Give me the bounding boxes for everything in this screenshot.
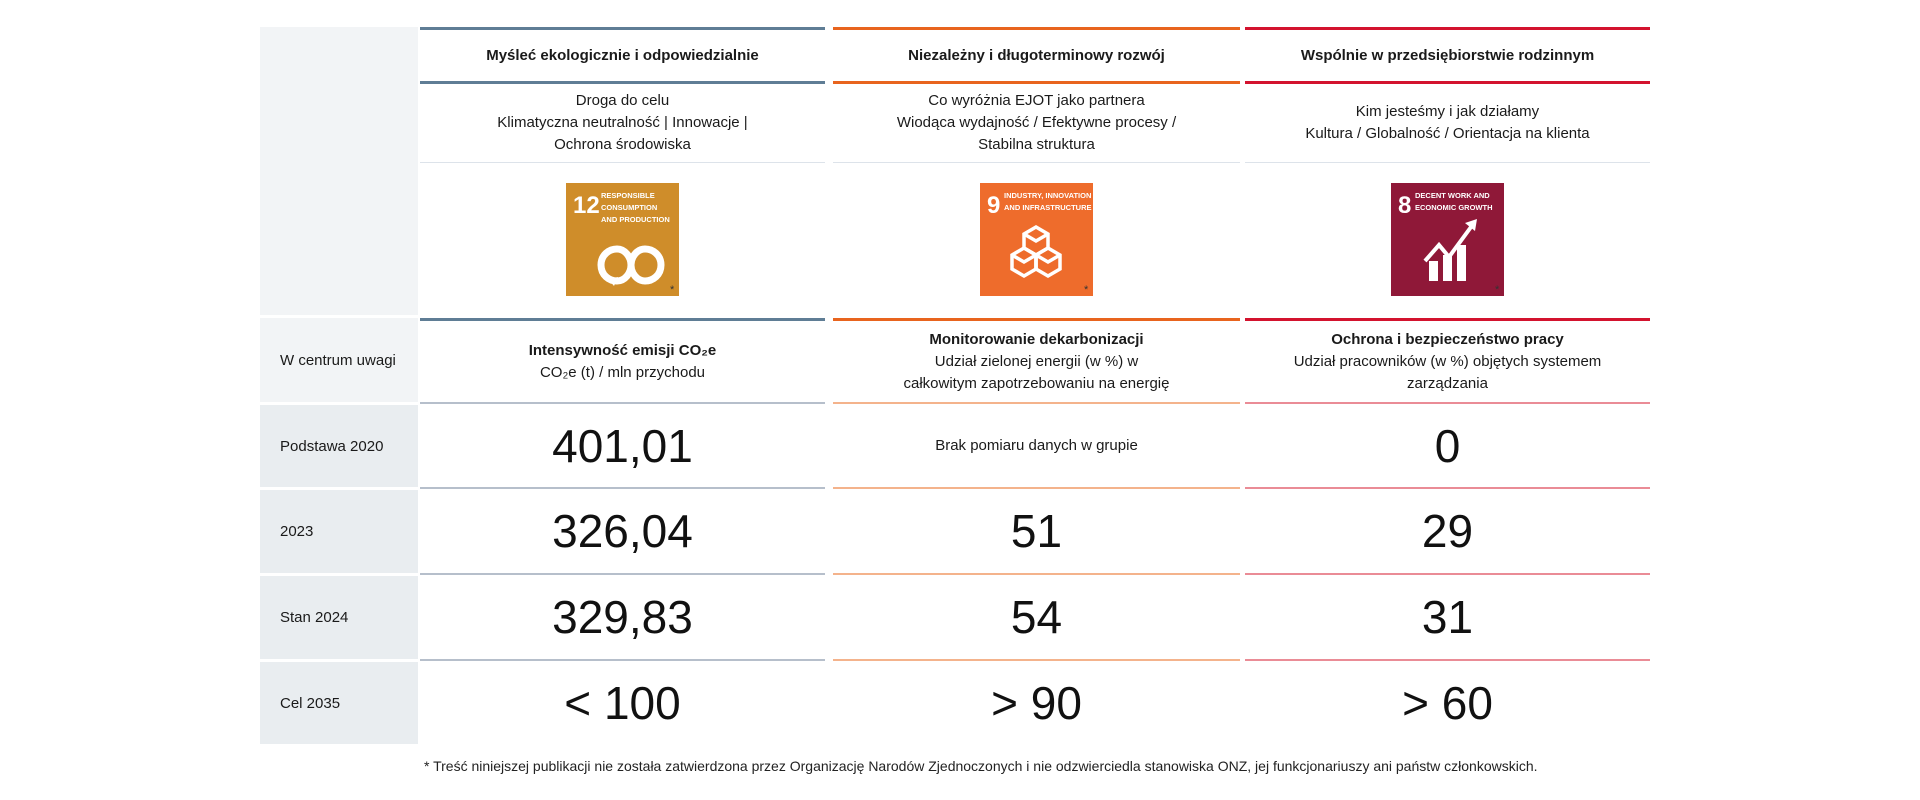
pillar-title: Myśleć ekologicznie i odpowiedzialnie — [420, 27, 825, 81]
pillar-column: Myśleć ekologicznie i odpowiedzialnie Dr… — [420, 0, 825, 744]
pillar-title: Niezależny i długoterminowy rozwój — [833, 27, 1240, 81]
value-cell: 0 — [1245, 402, 1650, 487]
value-cell: 326,04 — [420, 487, 825, 573]
subtitle-line: Kultura / Globalność / Orientacja na kli… — [1305, 125, 1590, 142]
focus-cell: Ochrona i bezpieczeństwo pracy Udział pr… — [1245, 318, 1650, 402]
cubes-icon: 9 INDUSTRY, INNOVATION AND INFRASTRUCTURE… — [980, 182, 1093, 296]
metric-value: 0 — [1434, 419, 1461, 472]
svg-text:12: 12 — [573, 192, 600, 219]
sdg-cell: 8 DECENT WORK AND ECONOMIC GROWTH * — [1245, 162, 1650, 315]
value-cell: 31 — [1245, 573, 1650, 659]
pillar-title: Wspólnie w przedsiębiorstwie rodzinnym — [1245, 27, 1650, 81]
pillar-title-text: Myśleć ekologicznie i odpowiedzialnie — [486, 46, 759, 64]
pillar-title-text: Niezależny i długoterminowy rozwój — [908, 46, 1165, 64]
focus-title: Monitorowanie dekarbonizacji — [929, 330, 1144, 348]
focus-title: Ochrona i bezpieczeństwo pracy — [1331, 330, 1564, 348]
metric-value: 29 — [1421, 505, 1474, 557]
row-label-2024: Stan 2024 — [260, 576, 418, 659]
focus-subtitle: Udział zielonej energii (w %) w — [934, 352, 1139, 370]
svg-text:CONSUMPTION: CONSUMPTION — [601, 203, 657, 212]
metric-value: Brak pomiaru danych w grupie — [935, 436, 1138, 454]
focus-cell: Monitorowanie dekarbonizacji Udział ziel… — [833, 318, 1240, 402]
subtitle-line: Droga do celu — [575, 92, 670, 109]
label-text: 2023 — [280, 523, 314, 540]
metric-value: < 100 — [564, 676, 681, 729]
focus-subtitle: CO₂e (t) / mln przychodu — [539, 363, 706, 381]
svg-text:INDUSTRY, INNOVATION: INDUSTRY, INNOVATION — [1004, 191, 1091, 200]
row-label-target: Cel 2035 — [260, 662, 418, 744]
label-header-blank — [260, 27, 418, 315]
metric-value: 326,04 — [552, 505, 693, 557]
value-cell: 329,83 — [420, 573, 825, 659]
svg-text:*: * — [670, 284, 675, 296]
row-label-2023: 2023 — [260, 490, 418, 573]
value-cell: 29 — [1245, 487, 1650, 573]
svg-text:8: 8 — [1398, 192, 1411, 219]
pillar-column: Niezależny i długoterminowy rozwój Co wy… — [833, 0, 1240, 744]
label-text: Podstawa 2020 — [280, 437, 384, 455]
focus-subtitle: Udział pracowników (w %) objętych system… — [1293, 352, 1602, 370]
label-text: Cel 2035 — [280, 694, 341, 712]
pillar-title-text: Wspólnie w przedsiębiorstwie rodzinnym — [1300, 46, 1595, 64]
svg-text:*: * — [1495, 284, 1500, 296]
value-cell: < 100 — [420, 659, 825, 744]
pillar-column: Wspólnie w przedsiębiorstwie rodzinnym K… — [1245, 0, 1650, 744]
svg-text:DECENT WORK AND: DECENT WORK AND — [1415, 191, 1490, 200]
value-cell: > 60 — [1245, 659, 1650, 744]
metric-value: 401,01 — [552, 419, 693, 472]
growth-chart-icon: 8 DECENT WORK AND ECONOMIC GROWTH * — [1391, 182, 1504, 296]
svg-text:RESPONSIBLE: RESPONSIBLE — [601, 191, 655, 200]
subtitle-line: Co wyróżnia EJOT jako partnera — [928, 92, 1145, 109]
svg-text:9: 9 — [987, 192, 1000, 219]
sdg-goal-tile: 12 RESPONSIBLE CONSUMPTION AND PRODUCTION … — [566, 182, 679, 296]
label-text: Stan 2024 — [280, 609, 349, 626]
focus-title: Intensywność emisji CO₂e — [528, 341, 717, 359]
metric-value: 51 — [1010, 505, 1063, 557]
metric-value: 54 — [1010, 591, 1063, 643]
sdg-goal-tile: 9 INDUSTRY, INNOVATION AND INFRASTRUCTURE… — [980, 182, 1093, 296]
svg-text:*: * — [1084, 284, 1089, 296]
pillar-subtitle: Kim jesteśmy i jak działamy Kultura / Glo… — [1245, 81, 1650, 162]
footnote: * Treść niniejszej publikacji nie został… — [424, 758, 1538, 774]
subtitle-line: Kim jesteśmy i jak działamy — [1355, 103, 1540, 120]
value-cell: 51 — [833, 487, 1240, 573]
label-text: W centrum uwagi — [280, 351, 396, 369]
metric-value: 329,83 — [552, 591, 693, 643]
focus-subtitle: zarządzania — [1407, 374, 1488, 392]
subtitle-line: Stabilna struktura — [978, 136, 1095, 153]
sdg-goal-tile: 8 DECENT WORK AND ECONOMIC GROWTH * — [1391, 182, 1504, 296]
focus-cell: Intensywność emisji CO₂e CO₂e (t) / mln … — [420, 318, 825, 402]
pillar-subtitle: Co wyróżnia EJOT jako partnera Wiodąca wy… — [833, 81, 1240, 162]
subtitle-line: Wiodąca wydajność / Efektywne procesy / — [896, 114, 1177, 131]
value-cell: > 90 — [833, 659, 1240, 744]
row-label-focus: W centrum uwagi — [260, 318, 418, 402]
svg-text:AND PRODUCTION: AND PRODUCTION — [601, 215, 670, 224]
sdg-cell: 9 INDUSTRY, INNOVATION AND INFRASTRUCTURE… — [833, 162, 1240, 315]
value-cell: 54 — [833, 573, 1240, 659]
metric-value: > 90 — [991, 676, 1082, 729]
svg-text:AND INFRASTRUCTURE: AND INFRASTRUCTURE — [1004, 203, 1092, 212]
svg-text:ECONOMIC GROWTH: ECONOMIC GROWTH — [1415, 203, 1493, 212]
subtitle-line: Klimatyczna neutralność | Innowacje | — [497, 114, 748, 131]
value-cell: 401,01 — [420, 402, 825, 487]
focus-subtitle: całkowitym zapotrzebowaniu na energię — [903, 374, 1170, 392]
value-cell: Brak pomiaru danych w grupie — [833, 402, 1240, 487]
sdg-cell: 12 RESPONSIBLE CONSUMPTION AND PRODUCTION … — [420, 162, 825, 315]
pillar-subtitle: Droga do celu Klimatyczna neutralność | I… — [420, 81, 825, 162]
subtitle-line: Ochrona środowiska — [554, 136, 691, 153]
metric-value: > 60 — [1402, 676, 1493, 729]
row-label-baseline: Podstawa 2020 — [260, 405, 418, 487]
metric-value: 31 — [1421, 591, 1474, 643]
